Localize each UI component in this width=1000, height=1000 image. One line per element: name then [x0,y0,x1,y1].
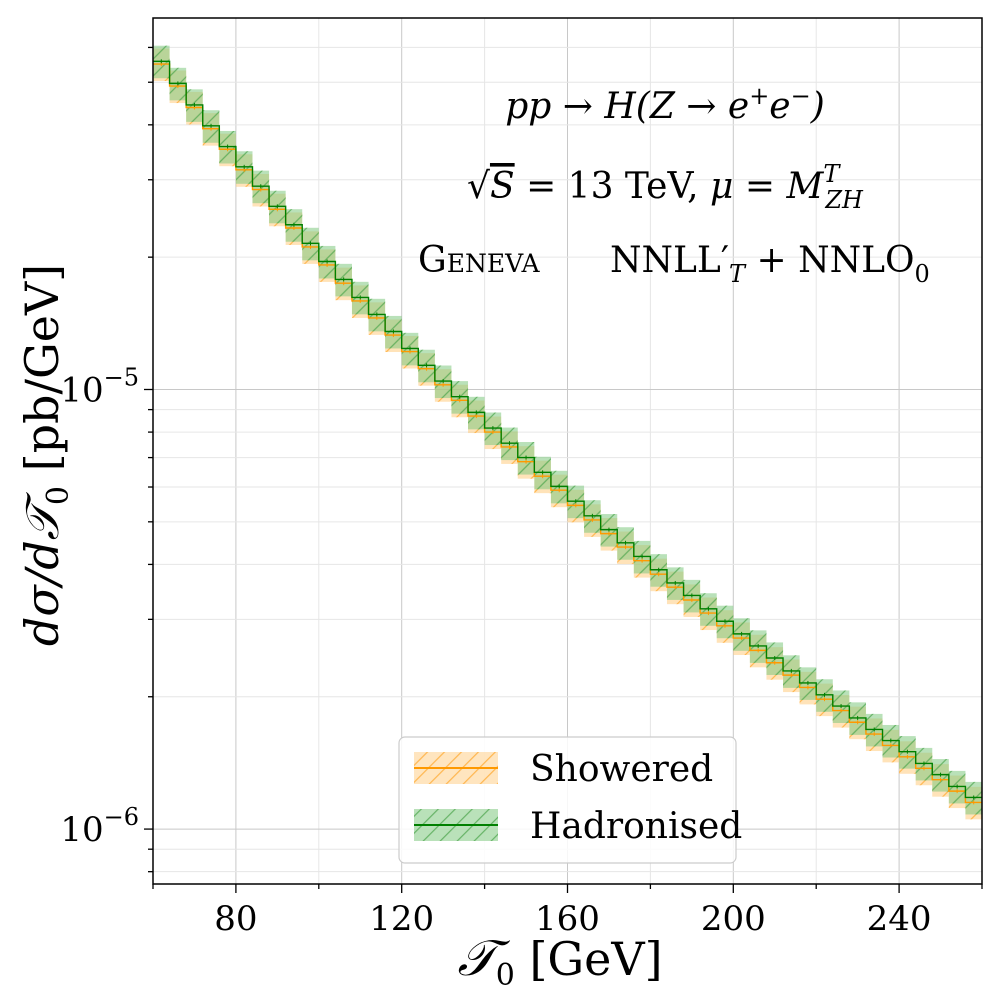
y-tick-base: 10 [60,370,103,410]
x-axis-label: 𝒯0 [GeV] [457,929,662,993]
x-tick-label: 200 [701,899,766,939]
annotation-generator: Geneva [418,240,540,281]
x-tick-label: 240 [867,899,932,939]
legend: Showered Hadronised [398,736,742,864]
y-tick-exponent: −6 [104,803,139,831]
y-axis-label: dσ/d𝒯0 [pb/GeV] [15,264,76,646]
x-tick-label: 80 [214,899,257,939]
y-tick-label: 10−5 [60,363,139,410]
series-lines [153,59,982,805]
x-tick-label: 120 [369,899,434,939]
x-tick-label: 160 [535,899,600,939]
annotation-accuracy: NNLL′T + NNLO0 [610,240,930,288]
y-tick-exponent: −5 [104,363,139,391]
annotation-process: pp → H(Z → e+e−) [505,82,825,127]
legend-label-hadronised: Hadronised [530,806,742,847]
legend-entry-hadronised: Hadronised [414,806,742,847]
annotation-energy: √S = 13 TeV, μ = MT ZH [467,160,864,214]
annotation-block: pp → H(Z → e+e−) √S = 13 TeV, μ = MT ZH G… [418,82,930,288]
legend-entry-showered: Showered [414,749,713,790]
legend-label-showered: Showered [530,749,713,790]
y-tick-base: 10 [60,810,103,850]
y-tick-label: 10−6 [60,803,139,850]
